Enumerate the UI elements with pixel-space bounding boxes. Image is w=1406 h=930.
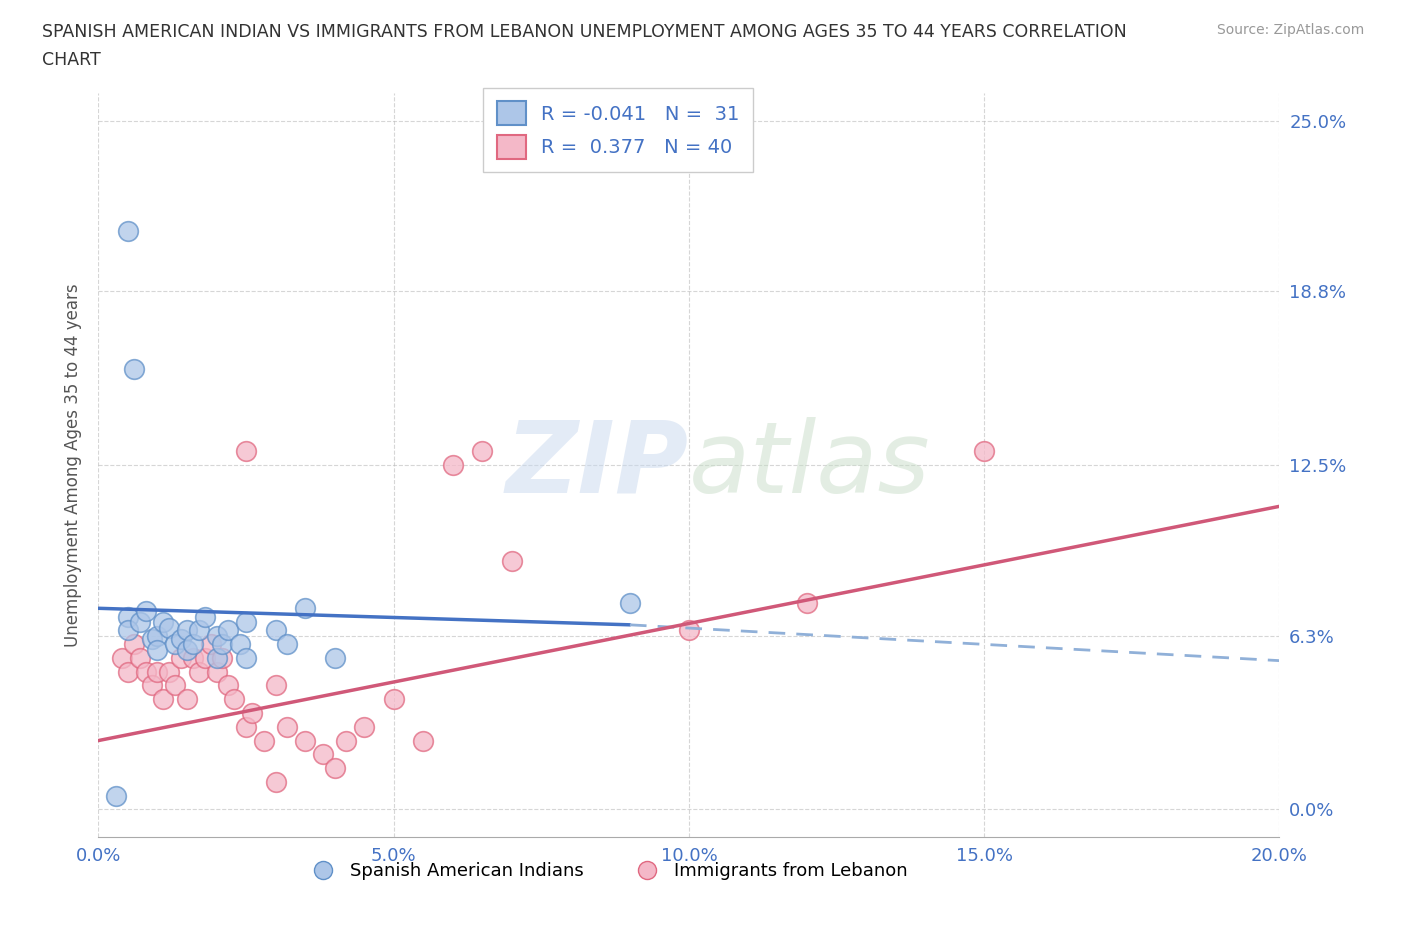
Point (181, 650, 204, 665)
Point (294, 733, 316, 748)
Point (117, 609, 139, 624)
Point (141, 631, 163, 646)
Point (135, 604, 157, 618)
Point (187, 623, 209, 638)
Point (211, 637, 233, 652)
Point (335, 733, 357, 748)
Point (796, 595, 818, 610)
Point (973, 444, 995, 458)
Point (264, 775, 287, 790)
Point (152, 692, 174, 707)
Point (157, 664, 180, 679)
Point (619, 595, 641, 610)
Point (217, 623, 239, 638)
Point (264, 623, 287, 638)
Point (205, 650, 228, 665)
Point (194, 609, 217, 624)
Point (211, 650, 233, 665)
Point (146, 664, 169, 679)
Point (176, 643, 198, 658)
Point (235, 615, 257, 630)
Point (200, 637, 222, 652)
Point (165, 678, 187, 693)
Point (146, 643, 169, 658)
Point (122, 637, 145, 652)
Point (205, 664, 228, 679)
Point (294, 601, 316, 616)
Point (105, 789, 128, 804)
Point (128, 615, 150, 630)
Point (235, 719, 257, 734)
Point (382, 692, 405, 707)
Point (141, 678, 163, 693)
Point (224, 692, 246, 707)
Point (165, 637, 187, 652)
Point (176, 623, 198, 638)
Point (157, 620, 180, 635)
Point (146, 629, 169, 644)
Point (235, 650, 257, 665)
Point (229, 637, 252, 652)
Point (128, 650, 150, 665)
Point (235, 444, 257, 458)
Point (117, 623, 139, 638)
Point (152, 615, 174, 630)
Point (253, 733, 276, 748)
Text: SPANISH AMERICAN INDIAN VS IMMIGRANTS FROM LEBANON UNEMPLOYMENT AMONG AGES 35 TO: SPANISH AMERICAN INDIAN VS IMMIGRANTS FR… (42, 23, 1128, 41)
Point (471, 444, 494, 458)
Point (264, 678, 287, 693)
Point (170, 631, 193, 646)
Point (205, 629, 228, 644)
Y-axis label: Unemployment Among Ages 35 to 44 years: Unemployment Among Ages 35 to 44 years (63, 284, 82, 646)
Point (353, 719, 375, 734)
Point (240, 706, 263, 721)
Text: Source: ZipAtlas.com: Source: ZipAtlas.com (1216, 23, 1364, 37)
Point (276, 719, 298, 734)
Point (187, 664, 209, 679)
Point (170, 650, 193, 665)
Point (135, 664, 157, 679)
Point (276, 637, 298, 652)
Legend: Spanish American Indians, Immigrants from Lebanon: Spanish American Indians, Immigrants fro… (298, 855, 915, 887)
Text: atlas: atlas (689, 417, 931, 513)
Point (323, 650, 346, 665)
Point (312, 747, 335, 762)
Point (501, 554, 523, 569)
Point (678, 623, 700, 638)
Point (176, 692, 198, 707)
Text: CHART: CHART (42, 51, 101, 69)
Point (117, 664, 139, 679)
Point (181, 637, 204, 652)
Point (217, 678, 239, 693)
Point (323, 761, 346, 776)
Point (441, 458, 464, 472)
Point (117, 223, 139, 238)
Point (111, 650, 134, 665)
Point (194, 650, 217, 665)
Text: ZIP: ZIP (506, 417, 689, 513)
Point (412, 733, 434, 748)
Point (122, 361, 145, 376)
